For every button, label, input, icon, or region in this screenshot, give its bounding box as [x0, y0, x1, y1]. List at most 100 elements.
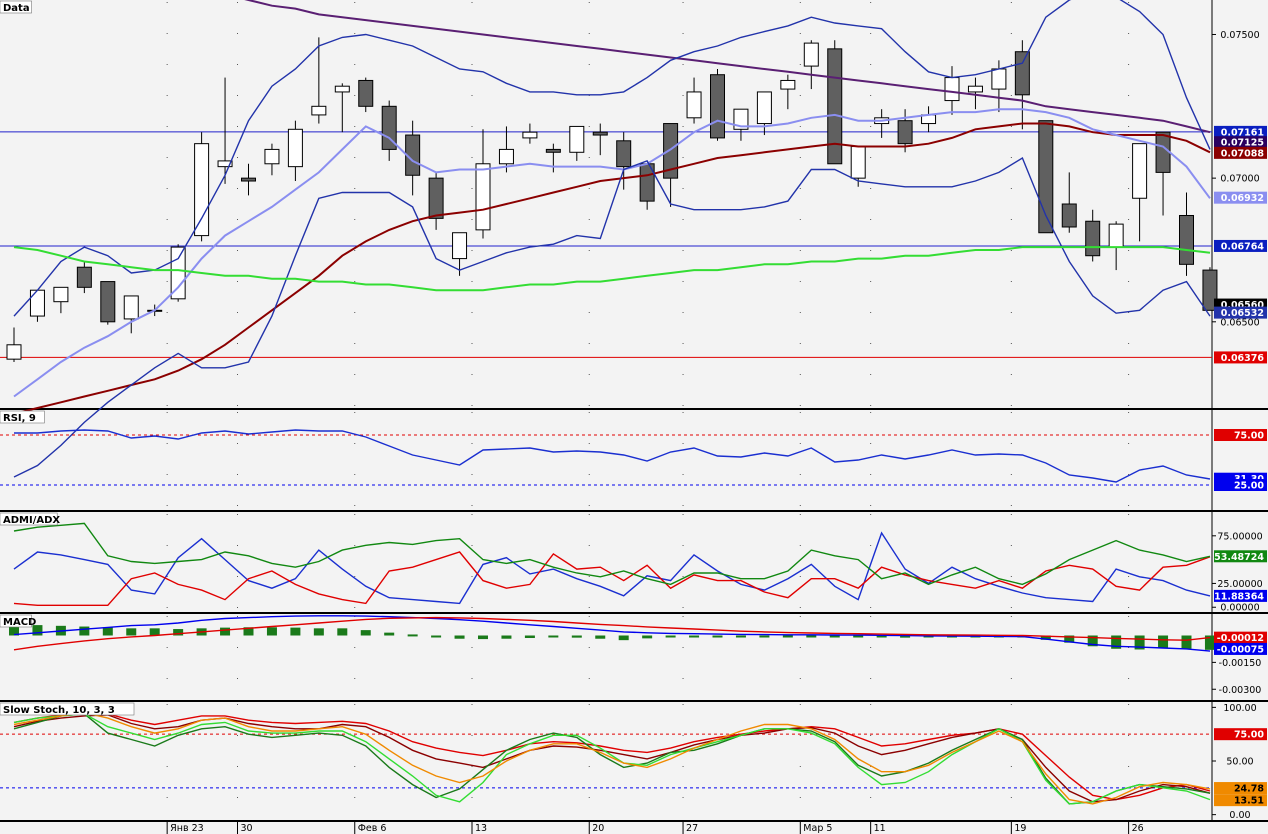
- series-line-di_plus: [13, 531, 1211, 605]
- macd-histogram-bar: [1111, 635, 1122, 649]
- candle-bullish: [733, 108, 749, 130]
- panel-title-box: [0, 702, 135, 716]
- panel-0: 0.07500 0.07000 0.06500 0.071610.071250.070…: [0, 0, 1268, 478]
- value-badge-text: 0.06932: [1221, 193, 1264, 204]
- macd-histogram-bar: [853, 635, 864, 638]
- value-badge-text: 53.48724: [1214, 552, 1264, 563]
- panel-title-box: [0, 410, 45, 424]
- candle-bullish: [967, 85, 983, 93]
- x-axis: Янв 23 30 Фев 6 13 20 27 Мар 5 11 19 26: [166, 820, 1144, 834]
- candle-bearish: [76, 266, 92, 288]
- macd-histogram-bar: [149, 628, 160, 636]
- value-badge: [1214, 125, 1267, 138]
- macd-histogram-bar: [571, 635, 582, 638]
- x-tick-label: Фев 6: [358, 823, 387, 834]
- macd-histogram-bar: [806, 635, 817, 638]
- value-badge-text: -0.00012: [1217, 633, 1264, 644]
- macd-histogram-bar: [1134, 635, 1145, 650]
- value-badge: [1214, 146, 1267, 159]
- x-tick-label: 27: [686, 823, 698, 834]
- y-tick-label: 75.00000: [1217, 531, 1262, 542]
- macd-histogram-bar: [900, 635, 911, 638]
- x-tick-label: 30: [241, 823, 253, 834]
- value-badge-text: -0.00075: [1217, 644, 1264, 655]
- candle-bearish: [1014, 51, 1030, 96]
- macd-histogram-bar: [524, 635, 535, 639]
- candle-bullish: [194, 143, 210, 237]
- series-line-ma_green: [13, 246, 1211, 292]
- panel-2: 75.00000 25.00000 0.00000 53.48724 11.88364 A…: [0, 512, 1268, 614]
- candle-bullish: [287, 128, 303, 168]
- x-tick-label: 13: [475, 823, 487, 834]
- macd-histogram-bar: [313, 628, 324, 636]
- candle-bullish: [803, 42, 819, 67]
- macd-histogram-bar: [1158, 635, 1169, 648]
- candle-bullish: [944, 77, 960, 102]
- macd-histogram-bar: [9, 624, 19, 636]
- candle-bearish: [381, 105, 397, 150]
- x-tick-label: Янв 23: [170, 823, 204, 834]
- candle-bullish: [29, 289, 45, 317]
- candle-bearish: [1085, 220, 1101, 257]
- value-badge: [1214, 728, 1267, 741]
- candle-bearish: [663, 123, 679, 179]
- candle-bearish: [100, 281, 116, 323]
- value-badge-text: 0.06764: [1221, 241, 1265, 252]
- panel-title: RSI, 9: [3, 413, 36, 424]
- macd-histogram-bar: [384, 632, 395, 636]
- macd-histogram-bar: [337, 628, 348, 636]
- value-badge-text: 25.00: [1234, 481, 1264, 492]
- x-tick-label: 19: [1014, 823, 1026, 834]
- candle-bearish: [1179, 214, 1194, 265]
- value-badge: [1214, 239, 1267, 252]
- macd-histogram-bar: [173, 629, 184, 636]
- value-badge-text: 11.88364: [1214, 591, 1264, 602]
- macd-histogram-bar: [126, 628, 137, 636]
- candle-bullish: [334, 85, 350, 93]
- y-tick-label: 25.00000: [1217, 579, 1262, 590]
- macd-histogram-bar: [759, 635, 770, 638]
- candle-bearish: [241, 177, 256, 182]
- macd-histogram-bar: [876, 635, 887, 638]
- candle-bullish: [522, 131, 538, 139]
- value-badge: [1214, 550, 1267, 563]
- macd-histogram-bar: [665, 635, 676, 638]
- candle-bullish: [475, 163, 491, 231]
- candle-bullish: [850, 146, 866, 179]
- x-tick-label: Мар 5: [803, 823, 832, 834]
- value-badge: [1214, 351, 1267, 364]
- y-tick-label: 100.00: [1223, 703, 1256, 714]
- candle-bullish: [6, 344, 22, 360]
- candle-bullish: [1132, 143, 1148, 199]
- candle-bullish: [1108, 223, 1124, 248]
- y-tick-label: -0.00150: [1219, 658, 1262, 669]
- macd-histogram-bar: [243, 627, 254, 636]
- y-tick-label: -0.00300: [1219, 685, 1262, 696]
- candle-bearish: [358, 79, 374, 107]
- y-tick-label: 0.07500: [1220, 30, 1259, 41]
- candle-bearish: [545, 148, 561, 153]
- candle-bullish: [311, 105, 327, 116]
- macd-histogram-bar: [266, 627, 277, 636]
- series-line-red_level: [13, 616, 1211, 651]
- macd-histogram-bar: [548, 635, 559, 638]
- x-tick-label: 26: [1132, 823, 1144, 834]
- value-badge-text: 0.06532: [1221, 308, 1264, 319]
- candle-bullish: [569, 125, 585, 153]
- macd-histogram-bar: [431, 635, 442, 638]
- macd-histogram-bar: [102, 627, 113, 636]
- value-badge: [1214, 306, 1267, 319]
- macd-histogram-bar: [689, 635, 700, 638]
- candle-bearish: [616, 140, 632, 168]
- y-tick-label: 0.06500: [1220, 317, 1259, 328]
- candle-bullish: [780, 79, 796, 90]
- value-badge-text: 13.51: [1234, 796, 1264, 807]
- y-tick-label: 0.00000: [1220, 603, 1259, 614]
- macd-histogram-bar: [501, 635, 512, 639]
- macd-histogram-bar: [1040, 635, 1051, 640]
- macd-histogram-bar: [1204, 635, 1215, 650]
- macd-histogram-bar: [595, 635, 606, 639]
- candle-bullish: [217, 160, 233, 168]
